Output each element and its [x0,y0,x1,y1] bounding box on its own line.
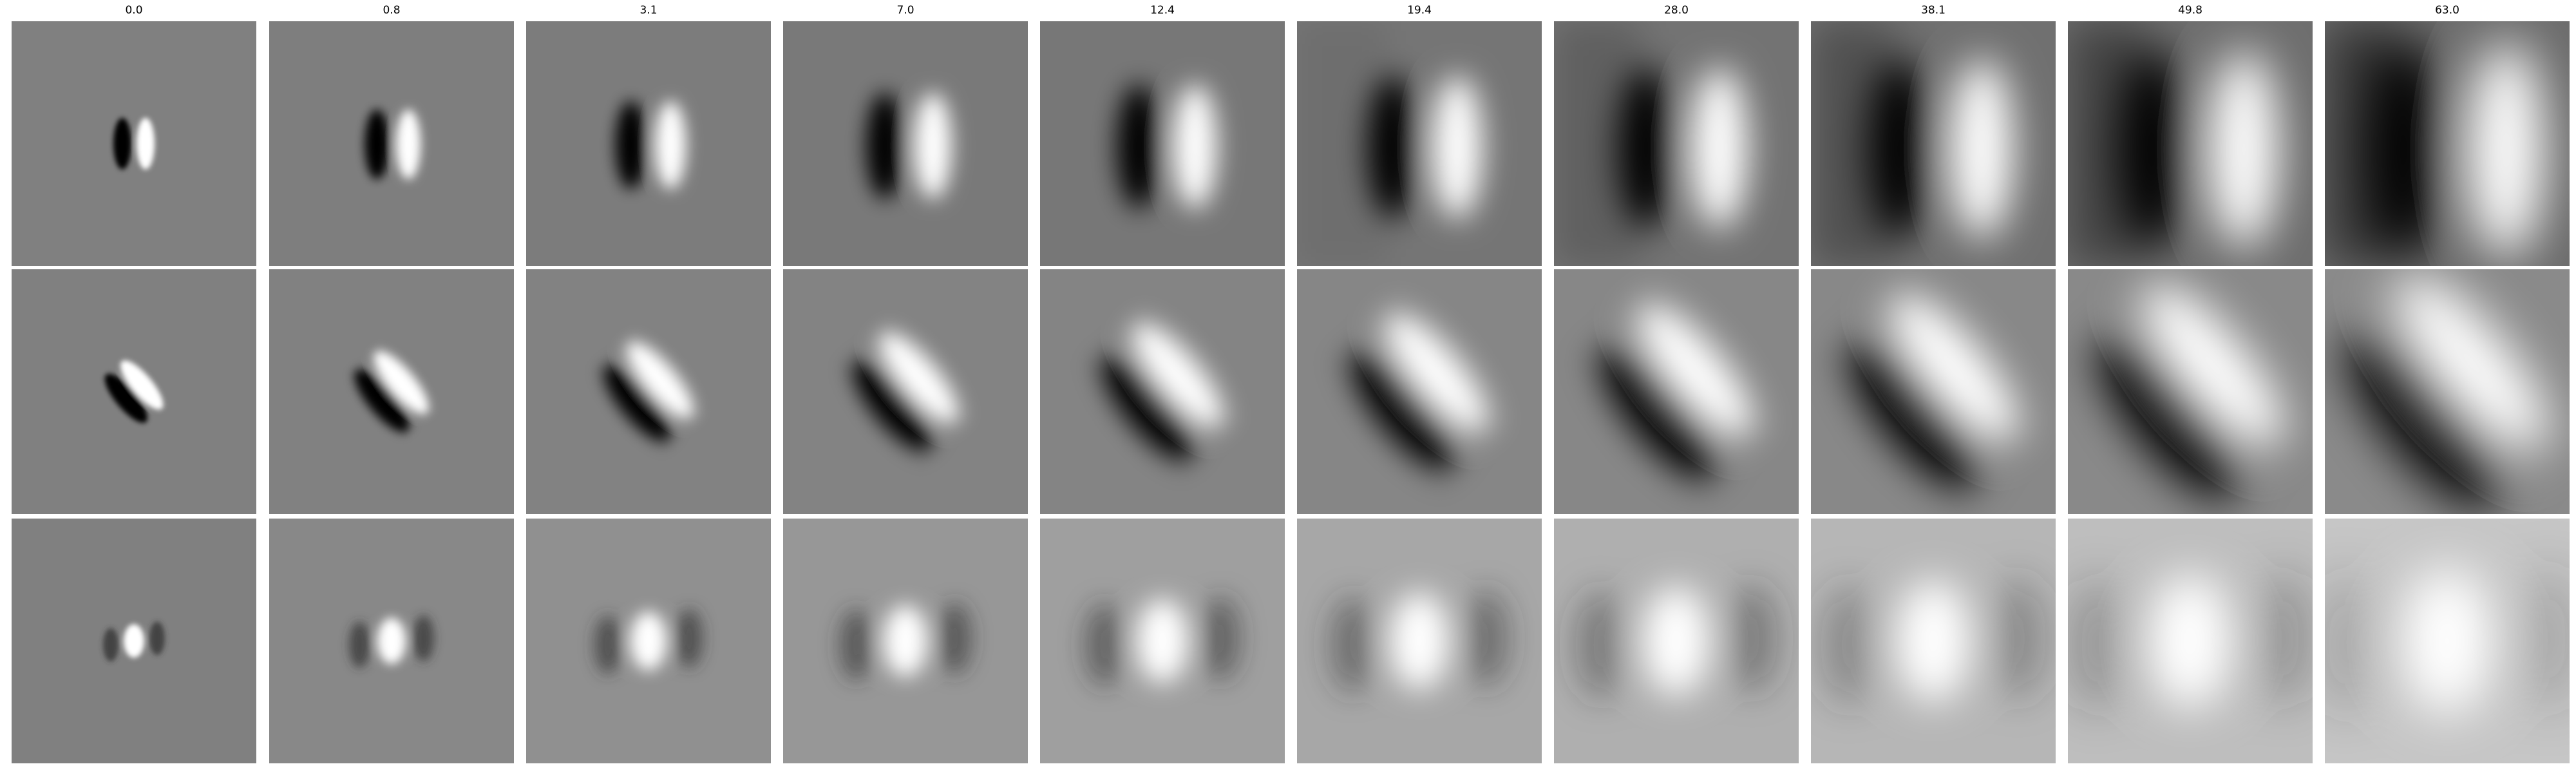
filter-image [2068,21,2313,266]
filter-image [12,21,256,266]
filter-image [2325,519,2570,763]
filter-image [269,519,514,763]
filter-image [2325,269,2570,514]
filter-panel [1297,519,1542,763]
filter-panel [526,21,771,266]
filter-panel [269,21,514,266]
filter-panel [1811,21,2056,266]
filter-image [783,21,1028,266]
filter-image [783,519,1028,763]
filter-image [1554,21,1799,266]
filter-panel [2325,269,2570,514]
filter-panel [1811,269,2056,514]
filter-image [526,269,771,514]
filter-image [783,269,1028,514]
filter-image [1554,519,1799,763]
filter-panel [12,519,256,763]
filter-panel [12,21,256,266]
filter-panel [2068,519,2313,763]
filter-image [1040,269,1285,514]
filter-image [1297,519,1542,763]
filter-image [1811,519,2056,763]
column-title: 7.0 [896,4,914,17]
filter-image [526,21,771,266]
filter-image [2068,269,2313,514]
column-title: 0.8 [383,4,401,17]
filter-panel [1554,21,1799,266]
filter-image [1811,21,2056,266]
filter-panel [1554,519,1799,763]
column-title: 49.8 [2178,4,2202,17]
filter-panel [2068,21,2313,266]
filter-panel [2068,269,2313,514]
filter-panel [1040,269,1285,514]
filter-panel [2325,519,2570,763]
column-title: 38.1 [1921,4,1946,17]
filter-panel [526,269,771,514]
filter-panel [2325,21,2570,266]
filter-panel [12,269,256,514]
filter-image [1040,519,1285,763]
filter-image [12,519,256,763]
column-title: 0.0 [125,4,143,17]
filter-image [1297,21,1542,266]
filter-panel [526,519,771,763]
filter-panel [1297,269,1542,514]
filter-image [526,519,771,763]
column-title: 28.0 [1664,4,1689,17]
filter-panel [783,269,1028,514]
filter-panel [1040,21,1285,266]
column-title: 3.1 [639,4,658,17]
filter-panel [269,269,514,514]
filter-image [12,269,256,514]
filter-panel [1811,519,2056,763]
filter-panel [269,519,514,763]
column-title: 63.0 [2435,4,2459,17]
column-title: 19.4 [1407,4,1432,17]
filter-image [1554,269,1799,514]
filter-image [269,21,514,266]
column-title: 12.4 [1150,4,1175,17]
filter-panel [1040,519,1285,763]
filter-panel [783,519,1028,763]
filter-image [269,269,514,514]
filter-image [2325,21,2570,266]
filter-panel [783,21,1028,266]
filter-image [2068,519,2313,763]
filter-image [1040,21,1285,266]
filter-panel [1297,21,1542,266]
filter-image [1297,269,1542,514]
filter-image [1811,269,2056,514]
filter-panel [1554,269,1799,514]
